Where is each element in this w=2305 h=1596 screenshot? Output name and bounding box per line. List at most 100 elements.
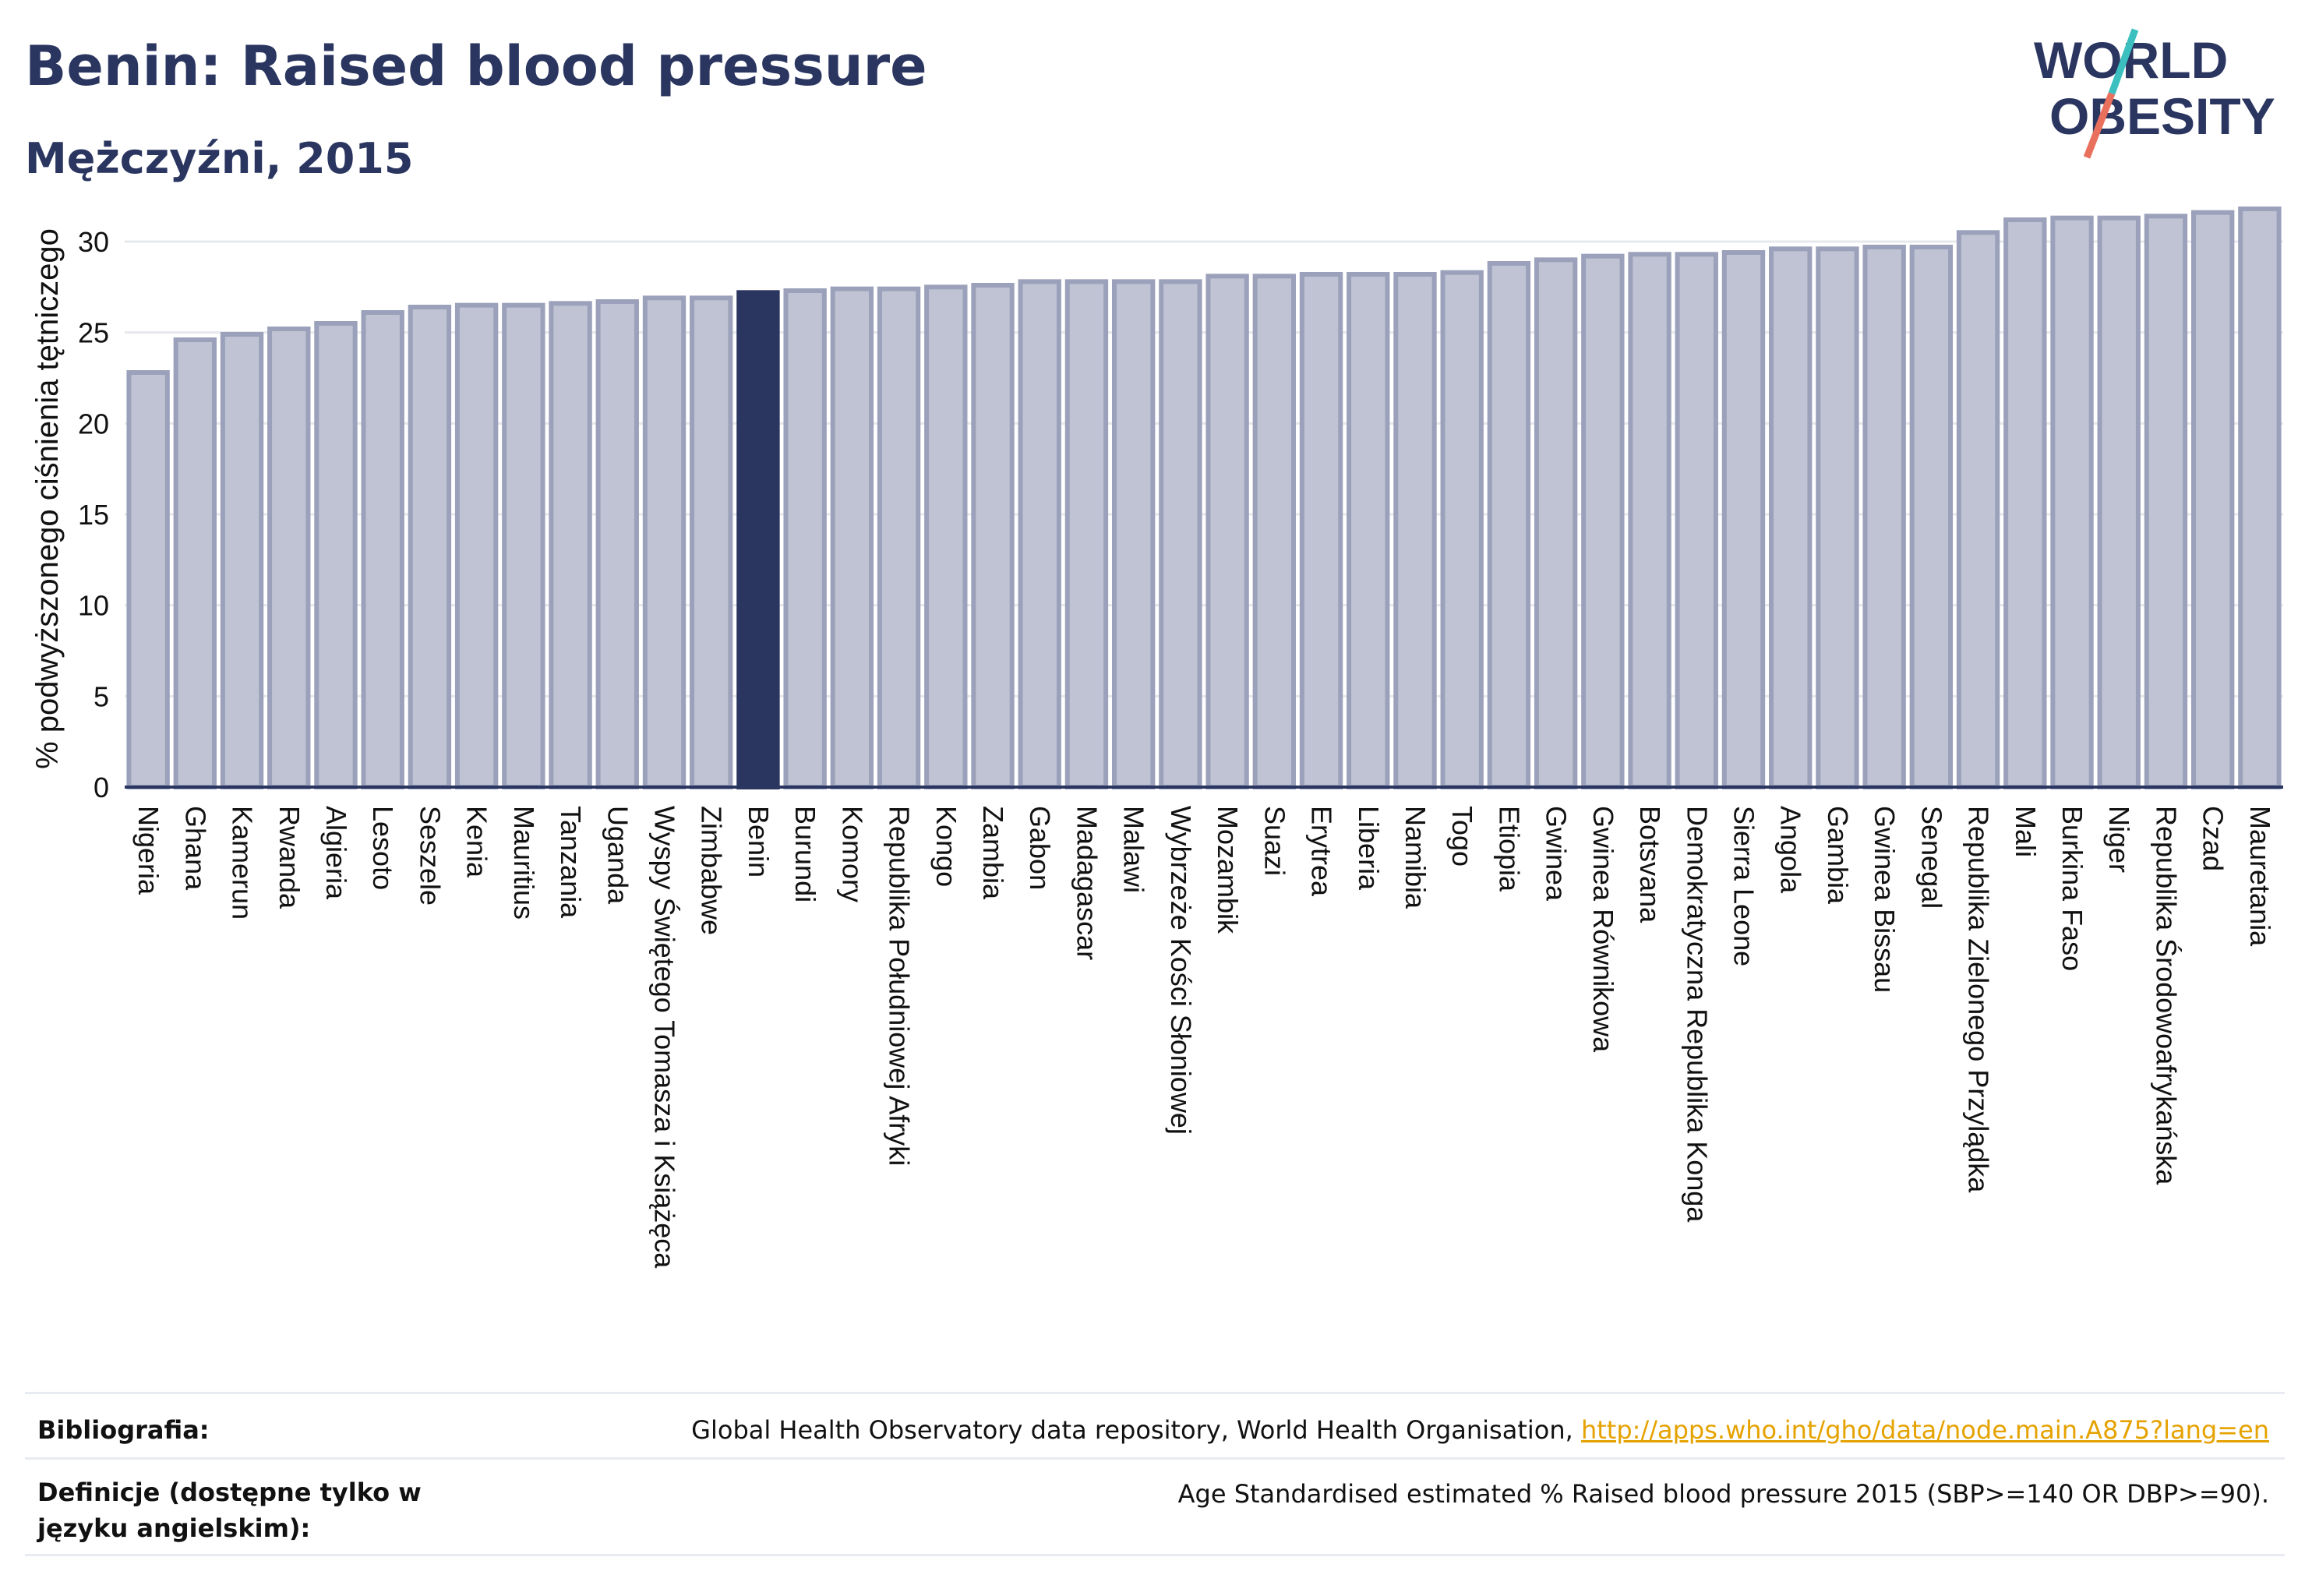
bar-angola	[1771, 249, 1809, 787]
bar-togo	[1443, 273, 1481, 787]
bar-gwinea	[1537, 260, 1575, 787]
bar-erytrea	[1302, 274, 1340, 787]
x-tick-label: Botsvana	[1634, 806, 1666, 923]
x-tick-label: Etiopia	[1493, 806, 1525, 892]
bar-liberia	[1349, 274, 1387, 787]
footer-divider	[25, 1554, 2285, 1556]
bar-benin	[739, 292, 777, 787]
bar-burkina-faso	[2053, 218, 2091, 787]
y-tick-label: 25	[78, 317, 109, 349]
bar-madagascar	[1068, 281, 1106, 787]
x-tick-label: Lesoto	[367, 806, 399, 890]
bibliography-text: Global Health Observatory data repositor…	[691, 1415, 1581, 1445]
bar-mauritius	[504, 305, 542, 787]
x-tick-label: Zimbabwe	[696, 806, 728, 935]
x-tick-label: Wybrzeże Kości Słoniowej	[1165, 806, 1197, 1135]
y-tick-labels: 0 5 10 15 20 25 30	[78, 226, 109, 803]
x-tick-label: Uganda	[602, 806, 634, 905]
bar-gwinea-bissau	[1865, 247, 1903, 787]
bibliography-value: Global Health Observatory data repositor…	[691, 1412, 2269, 1448]
bar-mauretania	[2240, 209, 2279, 787]
x-tick-label: Komory	[836, 806, 868, 902]
bar-gambia	[1818, 249, 1856, 787]
x-tick-label: Mozambik	[1212, 806, 1244, 934]
x-tick-label: Nigeria	[132, 806, 164, 895]
x-tick-label: Angola	[1775, 806, 1807, 894]
x-tick-label: Tanzania	[555, 806, 587, 919]
x-tick-label: Seszele	[414, 806, 446, 906]
x-tick-label: Mauritius	[508, 806, 540, 920]
x-tick-label: Sierra Leone	[1728, 806, 1760, 966]
bar-republika-środowoafrykańska	[2147, 216, 2185, 787]
x-tick-label: Mauretania	[2244, 806, 2276, 947]
bar-namibia	[1396, 274, 1434, 787]
x-tick-label: Kamerun	[227, 806, 259, 920]
bar-republika-zielonego-przylądka	[1959, 232, 1997, 787]
bar-suazi	[1255, 276, 1294, 787]
x-tick-label: Erytrea	[1306, 806, 1338, 897]
bar-wybrzeże-kości-słoniowej	[1161, 281, 1199, 787]
bar-botsvana	[1630, 254, 1668, 787]
x-tick-label: Republika Zielonego Przylądka	[1963, 806, 1995, 1193]
bar-czad	[2194, 213, 2232, 787]
x-tick-label: Czad	[2197, 806, 2229, 871]
bar-sierra-leone	[1724, 252, 1763, 787]
x-tick-label: Madagascar	[1071, 806, 1103, 960]
y-tick-label: 30	[78, 226, 109, 258]
bar-republika-południowej-afryki	[880, 289, 918, 787]
x-tick-label: Gambia	[1822, 806, 1854, 905]
bar-etiopia	[1490, 263, 1528, 787]
x-tick-label: Niger	[2103, 806, 2135, 873]
x-tick-label: Rwanda	[274, 806, 305, 909]
x-tick-label: Togo	[1446, 806, 1478, 867]
x-tick-label: Burundi	[789, 806, 821, 902]
bar-demokratyczna-republika-konga	[1678, 254, 1716, 787]
definitions-label: Definicje (dostępne tylko w języku angie…	[37, 1474, 521, 1546]
bar-zambia	[973, 285, 1011, 787]
x-tick-labels: Nigeria Ghana Kamerun Rwanda Algieria Lesoto S…	[132, 806, 2276, 1269]
bar-ghana	[176, 340, 214, 787]
bar-komory	[833, 289, 871, 787]
x-tick-label: Liberia	[1353, 806, 1385, 891]
bar-chart: 0 5 10 15 20 25 30 Nigeria Ghana Kamerun Rwanda Al…	[0, 0, 2305, 1387]
x-tick-label: Gwinea Równikowa	[1587, 806, 1619, 1053]
y-tick-label: 15	[78, 499, 109, 531]
x-tick-label: Gwinea	[1541, 806, 1573, 902]
x-tick-label: Suazi	[1258, 806, 1290, 876]
x-tick-label: Mali	[2010, 806, 2042, 857]
footer-divider	[25, 1457, 2285, 1460]
bar-mali	[2006, 220, 2044, 787]
bar-niger	[2100, 218, 2138, 787]
x-tick-label: Kongo	[930, 806, 962, 887]
x-tick-label: Republika Południowej Afryki	[884, 806, 916, 1166]
bar-rwanda	[270, 329, 308, 787]
y-tick-label: 5	[94, 680, 109, 712]
bar-tanzania	[551, 303, 589, 787]
bibliography-link[interactable]: http://apps.who.int/gho/data/node.main.A…	[1581, 1415, 2269, 1445]
x-tick-label: Zambia	[977, 806, 1009, 900]
bar-mozambik	[1208, 276, 1246, 787]
bar-gabon	[1021, 281, 1059, 787]
x-tick-label: Demokratyczna Republika Konga	[1681, 806, 1713, 1223]
x-tick-label: Namibia	[1400, 806, 1431, 909]
footer-divider	[25, 1392, 2285, 1394]
bar-zimbabwe	[692, 298, 730, 787]
bar-seszele	[411, 307, 449, 787]
x-tick-label: Malawi	[1118, 806, 1150, 893]
y-axis-label: % podwyższonego ciśnienia tętniczego	[30, 228, 65, 769]
x-tick-label: Kenia	[461, 806, 493, 878]
x-tick-label: Gabon	[1024, 806, 1056, 890]
y-tick-label: 20	[78, 408, 109, 440]
x-tick-label: Benin	[743, 806, 775, 877]
bar-gwinea-równikowa	[1583, 256, 1622, 787]
bar-nigeria	[129, 373, 167, 787]
bar-uganda	[598, 302, 637, 787]
bar-kamerun	[223, 334, 261, 787]
x-tick-label: Gwinea Bissau	[1869, 806, 1901, 993]
x-tick-label: Algieria	[320, 806, 352, 900]
y-tick-label: 10	[78, 590, 109, 622]
bar-wyspy-świętego-tomasza-i-książęca	[645, 298, 683, 787]
bar-lesoto	[364, 312, 402, 787]
definitions-value: Age Standardised estimated % Raised bloo…	[1178, 1476, 2269, 1512]
x-tick-label: Burkina Faso	[2056, 806, 2088, 971]
